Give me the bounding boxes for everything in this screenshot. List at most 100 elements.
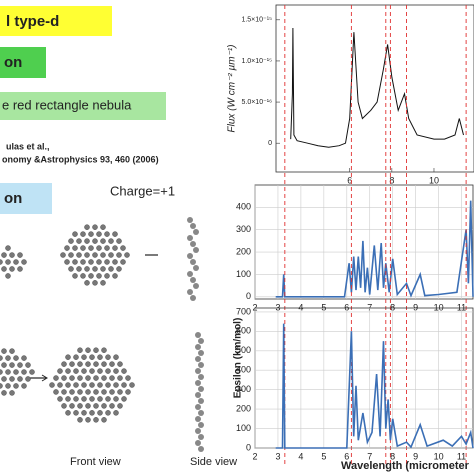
atom — [5, 259, 11, 265]
atom — [81, 354, 87, 360]
atom — [100, 252, 106, 258]
y-tick-label: 100 — [236, 423, 251, 433]
atom — [117, 403, 123, 409]
atom — [21, 383, 27, 389]
atom — [1, 376, 7, 382]
atom — [81, 368, 87, 374]
atom — [190, 241, 196, 247]
atom — [120, 259, 126, 265]
atom — [198, 434, 204, 440]
plot-frame — [254, 307, 474, 449]
atom — [93, 403, 99, 409]
y-tick-label: 0 — [246, 442, 251, 452]
atom — [195, 368, 201, 374]
atom — [68, 252, 74, 258]
atom — [77, 375, 83, 381]
atom — [53, 375, 59, 381]
atom — [17, 376, 23, 382]
atom — [1, 252, 7, 258]
atom — [198, 386, 204, 392]
atom — [73, 354, 79, 360]
atom — [195, 356, 201, 362]
atom — [96, 231, 102, 237]
tag: on — [4, 190, 22, 207]
atom — [105, 354, 111, 360]
atom — [72, 231, 78, 237]
atom — [195, 416, 201, 422]
y-tick-label: 200 — [236, 403, 251, 413]
atom — [13, 383, 19, 389]
atom — [97, 410, 103, 416]
atom — [5, 369, 11, 375]
atom — [195, 332, 201, 338]
atom — [17, 362, 23, 368]
atom — [65, 410, 71, 416]
nebula: e red rectangle nebula — [2, 97, 132, 112]
atom — [104, 273, 110, 279]
atom — [13, 355, 19, 361]
atom — [113, 354, 119, 360]
atom — [112, 231, 118, 237]
y-tick-label: 200 — [236, 246, 251, 256]
atom — [113, 410, 119, 416]
tag-box — [0, 47, 46, 78]
atom — [76, 238, 82, 244]
charge: Charge=+1 — [110, 183, 175, 198]
atom — [17, 252, 23, 258]
atom — [1, 348, 7, 354]
atom — [104, 245, 110, 251]
x-tick-label: 6 — [347, 175, 352, 185]
atom — [93, 417, 99, 423]
atom — [195, 428, 201, 434]
atom — [105, 396, 111, 402]
molecules — [0, 217, 204, 452]
atom — [113, 382, 119, 388]
atom — [73, 382, 79, 388]
atom — [64, 245, 70, 251]
atom — [13, 259, 19, 265]
atom — [89, 368, 95, 374]
atom — [84, 224, 90, 230]
atom — [60, 252, 66, 258]
atom — [0, 355, 3, 361]
x-tick-label: 2 — [252, 302, 257, 312]
atom — [116, 266, 122, 272]
atom — [198, 350, 204, 356]
atom — [85, 361, 91, 367]
atom — [97, 354, 103, 360]
atom — [76, 252, 82, 258]
atom — [190, 259, 196, 265]
atom — [109, 375, 115, 381]
atom — [17, 266, 23, 272]
atom — [198, 362, 204, 368]
atom — [84, 280, 90, 286]
y-tick-label: 400 — [236, 202, 251, 212]
atom — [73, 368, 79, 374]
x-tick-label: 7 — [367, 302, 372, 312]
atom — [100, 266, 106, 272]
y-tick-label: 1.5×10⁻¹⁵ — [241, 17, 272, 24]
atom — [193, 229, 199, 235]
atom — [100, 224, 106, 230]
atom — [108, 238, 114, 244]
atom — [0, 369, 3, 375]
atom — [92, 252, 98, 258]
atom — [84, 238, 90, 244]
atom — [112, 245, 118, 251]
atom — [113, 396, 119, 402]
atom — [68, 266, 74, 272]
atom — [21, 369, 27, 375]
side-view: Side view — [190, 456, 237, 468]
atom — [187, 217, 193, 223]
atom — [109, 403, 115, 409]
atom — [80, 231, 86, 237]
y-tick-label: 300 — [236, 384, 251, 394]
series-line — [275, 200, 474, 298]
x-tick-label: 10 — [434, 302, 444, 312]
plot-frame — [275, 4, 474, 173]
atom — [13, 369, 19, 375]
y-tick-label: 1.0×10⁻¹⁵ — [241, 58, 272, 65]
atom — [116, 238, 122, 244]
atom — [57, 382, 63, 388]
atom — [88, 259, 94, 265]
